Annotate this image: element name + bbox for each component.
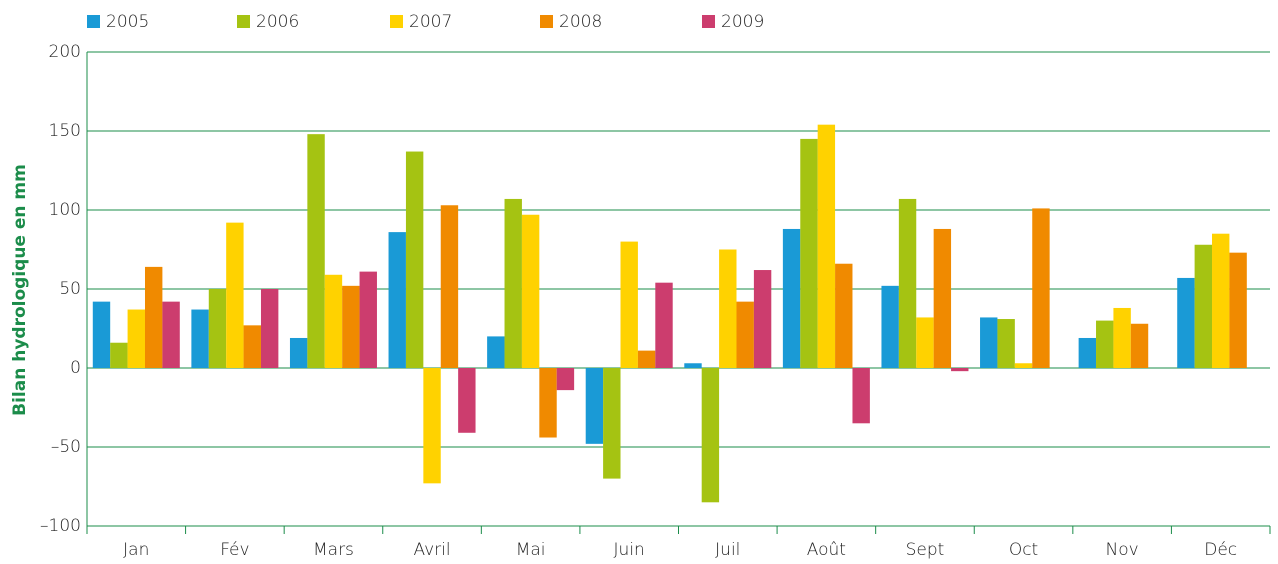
bar [1014, 363, 1033, 368]
bar [359, 271, 377, 368]
bar [1212, 233, 1230, 368]
y-tick-label: 100 [49, 200, 81, 220]
bar [1130, 323, 1149, 368]
x-tick-label: Mars [313, 540, 354, 560]
bar [585, 368, 604, 444]
bar [782, 228, 801, 368]
x-tick-label: Juin [614, 540, 645, 560]
bar [835, 263, 853, 368]
bar [127, 309, 145, 368]
bar [997, 319, 1015, 368]
bar [753, 270, 772, 368]
bar [684, 363, 702, 368]
y-tick-label: –100 [40, 516, 81, 536]
x-tick-label: Avril [413, 540, 450, 560]
y-tick-label: 200 [49, 42, 81, 62]
x-tick-label: Fév [220, 540, 249, 560]
legend-swatch [237, 15, 250, 28]
legend-label: 2009 [721, 12, 764, 32]
bar [191, 309, 209, 368]
bar [1194, 244, 1213, 368]
bar [916, 317, 934, 368]
bar [620, 241, 638, 368]
bar [637, 350, 656, 368]
bar [933, 228, 952, 368]
legend-swatch [87, 15, 100, 28]
bar [504, 198, 522, 368]
bar [1229, 252, 1247, 368]
y-tick-label: 150 [49, 121, 81, 141]
bar [487, 336, 505, 368]
bar [289, 337, 308, 368]
bar [951, 368, 969, 372]
bar [852, 368, 870, 424]
x-tick-label: Oct [1009, 540, 1038, 560]
bar [980, 317, 998, 368]
bar [458, 368, 476, 433]
bar [521, 214, 540, 368]
bar [324, 274, 343, 368]
bar [719, 249, 737, 368]
legend-label: 2008 [559, 12, 602, 32]
bar [1078, 337, 1097, 368]
bar [307, 134, 325, 368]
bar [655, 282, 673, 368]
bar [405, 151, 424, 368]
y-tick-label: 0 [70, 358, 81, 378]
y-tick-label: –50 [51, 437, 81, 457]
legend-label: 2005 [106, 12, 149, 32]
bar [898, 198, 917, 368]
legend-label: 2006 [256, 12, 299, 32]
bar [1096, 320, 1114, 368]
y-axis-label: Bilan hydrologique en mm [10, 164, 30, 416]
x-tick-label: Août [807, 540, 846, 560]
bar [423, 368, 441, 484]
bar [388, 232, 406, 368]
y-tick-label: 50 [59, 279, 81, 299]
bar [226, 222, 244, 368]
bar [539, 368, 557, 438]
bar [110, 342, 128, 368]
legend-label: 2007 [409, 12, 452, 32]
bar [556, 368, 575, 391]
x-tick-label: Sept [906, 540, 945, 560]
bar [260, 289, 279, 368]
bar [701, 368, 720, 503]
legend-swatch [540, 15, 553, 28]
bar [800, 138, 818, 368]
bar [736, 301, 754, 368]
x-tick-label: Mai [516, 540, 546, 560]
bar [440, 205, 459, 368]
bar [1177, 277, 1195, 368]
x-tick-label: Déc [1204, 540, 1237, 560]
legend-swatch [390, 15, 403, 28]
bar [603, 368, 621, 479]
bar [881, 285, 899, 368]
x-tick-label: Juil [715, 540, 740, 560]
x-tick-label: Nov [1106, 540, 1139, 560]
bar [342, 285, 360, 368]
bar [243, 325, 261, 368]
bar [162, 301, 180, 368]
bar [208, 289, 227, 368]
x-tick-label: Jan [123, 540, 149, 560]
bar [817, 124, 836, 369]
bar [144, 266, 163, 368]
legend-swatch [702, 15, 715, 28]
bar [1113, 307, 1131, 368]
bar [1032, 208, 1050, 368]
bar [92, 301, 111, 368]
